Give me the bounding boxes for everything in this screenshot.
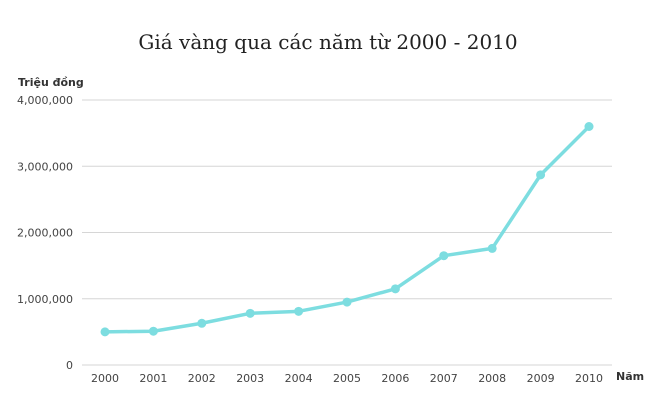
x-tick-label: 2007	[430, 372, 458, 385]
data-point	[536, 170, 546, 180]
data-point	[197, 318, 207, 328]
data-point	[439, 251, 449, 261]
y-tick-label: 1,000,000	[17, 293, 73, 306]
chart-title: Giá vàng qua các năm từ 2000 - 2010	[138, 30, 518, 54]
data-point	[584, 122, 594, 131]
x-tick-label: 2003	[236, 372, 264, 385]
data-point	[487, 243, 497, 253]
y-tick-label: 2,000,000	[17, 227, 73, 240]
x-tick-label: 2000	[91, 372, 119, 385]
x-axis-ticks: 2000 2001 2002 2003 2004 2005 2006 2007 2008 2009…	[91, 372, 603, 385]
data-point	[245, 308, 255, 318]
x-axis-title: Năm	[616, 370, 644, 383]
x-tick-label: 2004	[285, 372, 313, 385]
x-tick-label: 2006	[381, 372, 409, 385]
data-points	[100, 122, 594, 337]
x-tick-label: 2005	[333, 372, 361, 385]
x-tick-label: 2001	[139, 372, 167, 385]
y-tick-label: 0	[66, 359, 73, 372]
x-tick-label: 2008	[478, 372, 506, 385]
data-point	[294, 306, 304, 316]
x-tick-label: 2002	[188, 372, 216, 385]
data-point	[342, 297, 352, 307]
grid-lines	[82, 99, 612, 366]
x-tick-label: 2010	[575, 372, 603, 385]
data-point	[390, 284, 400, 294]
x-tick-label: 2009	[527, 372, 555, 385]
y-tick-label: 3,000,000	[17, 160, 73, 173]
data-point	[148, 326, 158, 336]
data-point	[100, 327, 110, 337]
y-tick-label: 4,000,000	[17, 94, 73, 107]
y-axis-ticks: 0 1,000,000 2,000,000 3,000,000 4,000,000	[17, 94, 73, 372]
y-axis-title: Triệu đồng	[18, 76, 84, 89]
